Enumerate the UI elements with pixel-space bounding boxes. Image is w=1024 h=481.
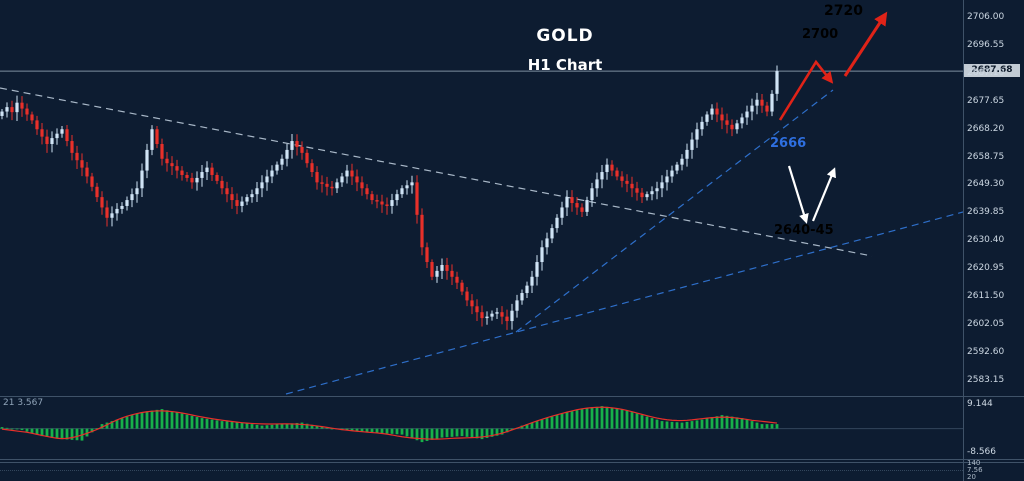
indicator-min-label: -8.566 [967, 447, 997, 457]
bottom-pane-label: 7.56 [967, 466, 983, 474]
indicator-params-label: 21 3.567 [3, 398, 44, 408]
price-axis-label: 2696.55 [967, 40, 1005, 50]
indicator-level-line [0, 470, 963, 471]
price-axis-label: 2677.65 [967, 95, 1005, 106]
rising-support-line-steep[interactable] [515, 89, 834, 333]
pullback-arrow-down-white [787, 165, 809, 224]
bounce-arrow-up-white [811, 167, 836, 222]
projection-arrow-to-2720 [843, 11, 888, 77]
price-axis-label: 2687.10 [967, 67, 1005, 78]
bottom-pane-label: 140 [967, 459, 981, 467]
price-chart-pane[interactable] [0, 0, 963, 396]
bottom-pane-label: 20 [967, 473, 976, 481]
candlesticks [0, 65, 779, 330]
indicator-max-label: 9.144 [967, 399, 993, 409]
price-axis-label: 2592.60 [967, 346, 1005, 357]
macd-signal-line [1, 406, 778, 440]
pane-separator[interactable] [0, 459, 1024, 460]
macd-histogram [0, 406, 779, 443]
descending-resistance-line[interactable] [0, 87, 873, 257]
price-axis-label: 2611.50 [967, 290, 1005, 301]
price-axis-label: 2583.15 [967, 374, 1005, 385]
price-axis-label: 2630.40 [967, 235, 1005, 246]
price-axis-label: 2706.00 [967, 12, 1005, 23]
price-axis-label: 2602.05 [967, 318, 1005, 329]
price-axis-label: 2639.85 [967, 207, 1005, 218]
price-axis-label: 2620.95 [967, 263, 1005, 274]
pane-separator[interactable] [0, 396, 1024, 397]
price-axis-label: 2658.75 [967, 151, 1005, 162]
macd-indicator-pane[interactable] [0, 397, 963, 459]
rising-support-line-long[interactable] [285, 211, 963, 395]
price-axis[interactable]: 2687.68 9.144 -8.566 140 7.56 20 2706.00… [964, 0, 1024, 481]
current-price-tag: 2687.68 [964, 64, 1020, 78]
pane-separator[interactable] [0, 462, 1024, 463]
price-axis-label: 2668.20 [967, 123, 1005, 134]
price-axis-label: 2649.30 [967, 179, 1005, 190]
axis-separator [963, 0, 964, 481]
projection-arrow-up-pullback [778, 59, 834, 121]
